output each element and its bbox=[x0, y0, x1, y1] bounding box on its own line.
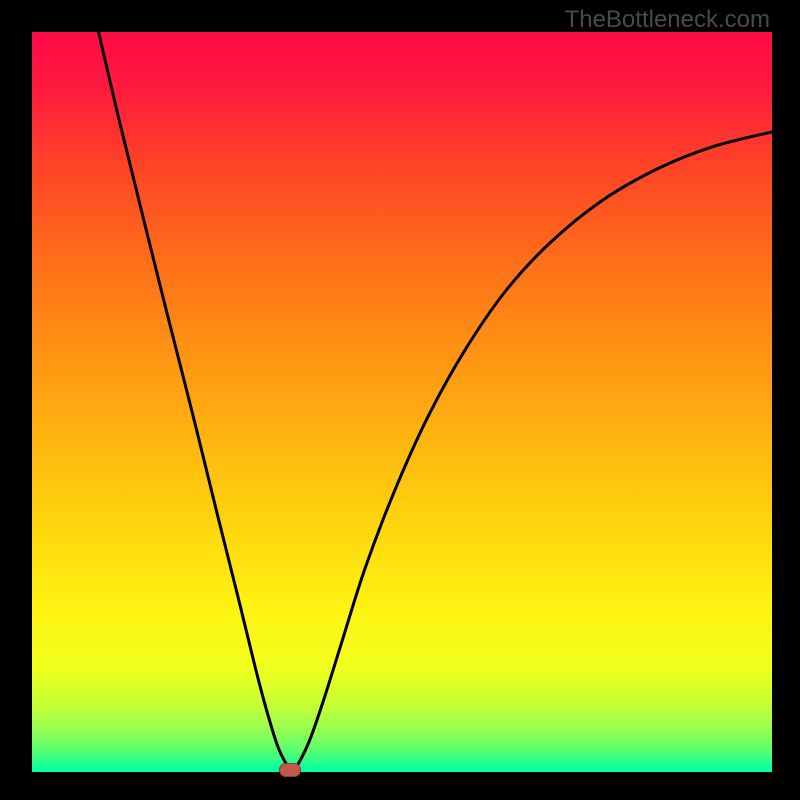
watermark-text: TheBottleneck.com bbox=[565, 6, 770, 34]
bottleneck-curve bbox=[32, 32, 772, 772]
optimum-marker bbox=[279, 763, 301, 777]
plot-area bbox=[32, 32, 772, 772]
chart-stage: TheBottleneck.com bbox=[0, 0, 800, 800]
